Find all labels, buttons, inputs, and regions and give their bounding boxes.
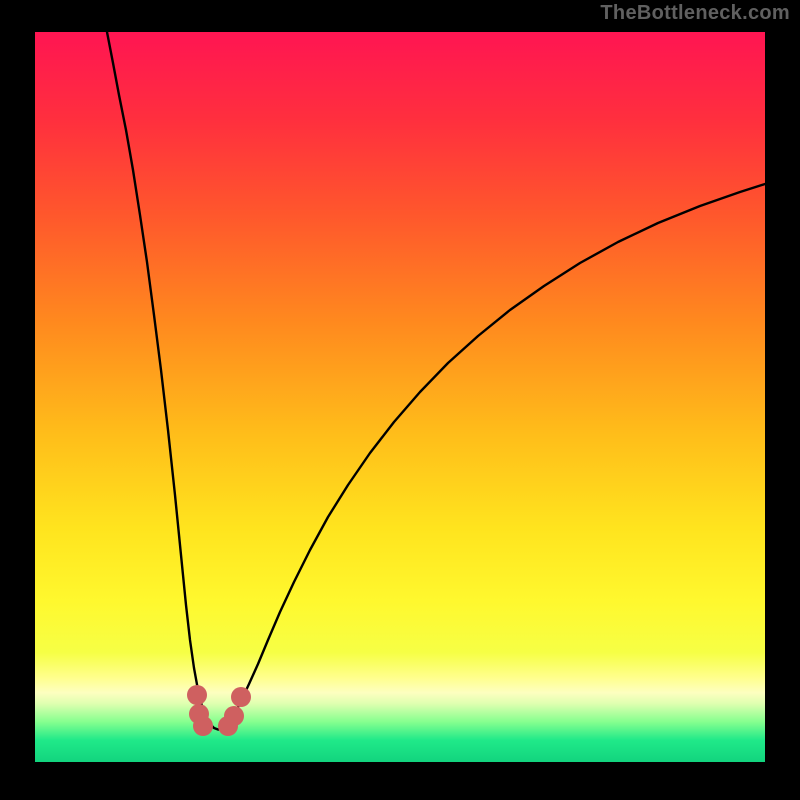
data-point — [224, 706, 244, 726]
data-point — [231, 687, 251, 707]
watermark-text: TheBottleneck.com — [600, 2, 790, 25]
data-point — [187, 685, 207, 705]
plot-background — [35, 32, 765, 762]
data-point — [193, 716, 213, 736]
bottleneck-chart — [0, 0, 800, 800]
chart-frame: TheBottleneck.com — [0, 0, 800, 800]
